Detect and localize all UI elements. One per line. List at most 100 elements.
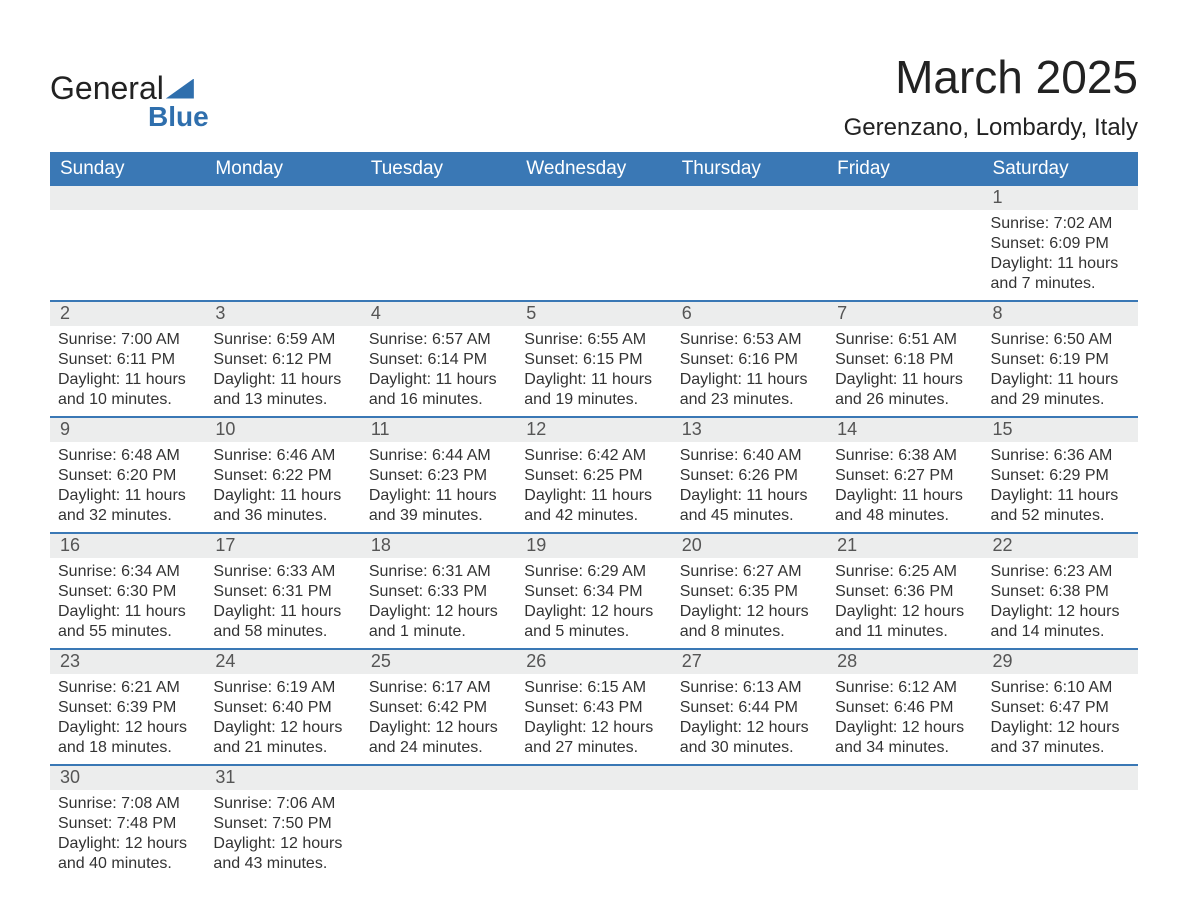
- daylight-line2: and 7 minutes.: [991, 274, 1130, 294]
- day-cell: 26Sunrise: 6:15 AMSunset: 6:43 PMDayligh…: [516, 650, 671, 764]
- daylight-line1: Daylight: 11 hours: [213, 602, 352, 622]
- sunset-text: Sunset: 6:18 PM: [835, 350, 974, 370]
- week-row: 9Sunrise: 6:48 AMSunset: 6:20 PMDaylight…: [50, 416, 1138, 532]
- day-body: Sunrise: 6:48 AMSunset: 6:20 PMDaylight:…: [50, 442, 205, 528]
- day-cell: [672, 766, 827, 880]
- sunset-text: Sunset: 6:47 PM: [991, 698, 1130, 718]
- day-cell: 31Sunrise: 7:06 AMSunset: 7:50 PMDayligh…: [205, 766, 360, 880]
- brand-word2: Blue: [148, 101, 209, 133]
- daylight-line2: and 30 minutes.: [680, 738, 819, 758]
- daylight-line2: and 37 minutes.: [991, 738, 1130, 758]
- sunrise-text: Sunrise: 7:00 AM: [58, 330, 197, 350]
- day-cell: 22Sunrise: 6:23 AMSunset: 6:38 PMDayligh…: [983, 534, 1138, 648]
- day-number-empty: [361, 186, 516, 210]
- day-number: 24: [205, 650, 245, 673]
- day-body: Sunrise: 6:55 AMSunset: 6:15 PMDaylight:…: [516, 326, 671, 412]
- sunset-text: Sunset: 6:30 PM: [58, 582, 197, 602]
- day-number: 19: [516, 534, 556, 557]
- daylight-line2: and 42 minutes.: [524, 506, 663, 526]
- day-body: Sunrise: 6:33 AMSunset: 6:31 PMDaylight:…: [205, 558, 360, 644]
- day-number: 21: [827, 534, 867, 557]
- sunrise-text: Sunrise: 6:13 AM: [680, 678, 819, 698]
- day-cell: 28Sunrise: 6:12 AMSunset: 6:46 PMDayligh…: [827, 650, 982, 764]
- sunrise-text: Sunrise: 6:42 AM: [524, 446, 663, 466]
- sunset-text: Sunset: 6:34 PM: [524, 582, 663, 602]
- page-title: March 2025: [844, 50, 1138, 104]
- daylight-line1: Daylight: 11 hours: [680, 370, 819, 390]
- title-block: March 2025 Gerenzano, Lombardy, Italy: [844, 50, 1138, 142]
- sunset-text: Sunset: 6:33 PM: [369, 582, 508, 602]
- daylight-line1: Daylight: 11 hours: [991, 370, 1130, 390]
- sunrise-text: Sunrise: 6:44 AM: [369, 446, 508, 466]
- daylight-line2: and 21 minutes.: [213, 738, 352, 758]
- daylight-line1: Daylight: 12 hours: [58, 718, 197, 738]
- day-body: Sunrise: 6:13 AMSunset: 6:44 PMDaylight:…: [672, 674, 827, 760]
- day-number: 13: [672, 418, 712, 441]
- day-number: 3: [205, 302, 235, 325]
- daylight-line1: Daylight: 11 hours: [369, 486, 508, 506]
- sunset-text: Sunset: 6:44 PM: [680, 698, 819, 718]
- day-number: 2: [50, 302, 80, 325]
- sunrise-text: Sunrise: 6:34 AM: [58, 562, 197, 582]
- weekday-header: Sunday: [50, 152, 205, 186]
- day-body: Sunrise: 6:21 AMSunset: 6:39 PMDaylight:…: [50, 674, 205, 760]
- daylight-line2: and 52 minutes.: [991, 506, 1130, 526]
- day-cell: 29Sunrise: 6:10 AMSunset: 6:47 PMDayligh…: [983, 650, 1138, 764]
- day-number-row: 17: [205, 534, 360, 558]
- daylight-line1: Daylight: 11 hours: [369, 370, 508, 390]
- day-cell: 24Sunrise: 6:19 AMSunset: 6:40 PMDayligh…: [205, 650, 360, 764]
- day-number-row: 2: [50, 302, 205, 326]
- day-number: 22: [983, 534, 1023, 557]
- day-number: 10: [205, 418, 245, 441]
- weekday-header: Friday: [827, 152, 982, 186]
- day-cell: [516, 186, 671, 300]
- daylight-line2: and 58 minutes.: [213, 622, 352, 642]
- day-body: Sunrise: 6:36 AMSunset: 6:29 PMDaylight:…: [983, 442, 1138, 528]
- daylight-line2: and 55 minutes.: [58, 622, 197, 642]
- sunset-text: Sunset: 6:27 PM: [835, 466, 974, 486]
- sunrise-text: Sunrise: 6:17 AM: [369, 678, 508, 698]
- day-number-row: 21: [827, 534, 982, 558]
- day-body: Sunrise: 6:57 AMSunset: 6:14 PMDaylight:…: [361, 326, 516, 412]
- day-cell: 1Sunrise: 7:02 AMSunset: 6:09 PMDaylight…: [983, 186, 1138, 300]
- day-body: Sunrise: 6:25 AMSunset: 6:36 PMDaylight:…: [827, 558, 982, 644]
- day-number-row: 14: [827, 418, 982, 442]
- day-cell: [516, 766, 671, 880]
- sunset-text: Sunset: 6:29 PM: [991, 466, 1130, 486]
- day-number-row: 20: [672, 534, 827, 558]
- sunset-text: Sunset: 6:15 PM: [524, 350, 663, 370]
- day-number-empty: [516, 186, 671, 210]
- daylight-line1: Daylight: 11 hours: [213, 486, 352, 506]
- weekday-header: Thursday: [672, 152, 827, 186]
- daylight-line2: and 43 minutes.: [213, 854, 352, 874]
- weekday-header: Monday: [205, 152, 360, 186]
- day-number-row: 8: [983, 302, 1138, 326]
- daylight-line1: Daylight: 11 hours: [58, 486, 197, 506]
- weekday-header: Wednesday: [516, 152, 671, 186]
- daylight-line1: Daylight: 12 hours: [524, 602, 663, 622]
- day-number-row: 12: [516, 418, 671, 442]
- day-body: Sunrise: 6:50 AMSunset: 6:19 PMDaylight:…: [983, 326, 1138, 412]
- day-cell: 18Sunrise: 6:31 AMSunset: 6:33 PMDayligh…: [361, 534, 516, 648]
- day-body: Sunrise: 6:10 AMSunset: 6:47 PMDaylight:…: [983, 674, 1138, 760]
- day-number-row: 27: [672, 650, 827, 674]
- sunrise-text: Sunrise: 6:21 AM: [58, 678, 197, 698]
- sunrise-text: Sunrise: 6:27 AM: [680, 562, 819, 582]
- daylight-line1: Daylight: 11 hours: [835, 486, 974, 506]
- day-number: 16: [50, 534, 90, 557]
- day-body: Sunrise: 6:59 AMSunset: 6:12 PMDaylight:…: [205, 326, 360, 412]
- day-body: Sunrise: 7:08 AMSunset: 7:48 PMDaylight:…: [50, 790, 205, 876]
- sunrise-text: Sunrise: 6:48 AM: [58, 446, 197, 466]
- sunrise-text: Sunrise: 6:59 AM: [213, 330, 352, 350]
- daylight-line2: and 48 minutes.: [835, 506, 974, 526]
- day-number-row: 7: [827, 302, 982, 326]
- daylight-line1: Daylight: 12 hours: [680, 718, 819, 738]
- day-number-row: 5: [516, 302, 671, 326]
- day-body: Sunrise: 6:42 AMSunset: 6:25 PMDaylight:…: [516, 442, 671, 528]
- day-body: Sunrise: 6:19 AMSunset: 6:40 PMDaylight:…: [205, 674, 360, 760]
- week-row: 23Sunrise: 6:21 AMSunset: 6:39 PMDayligh…: [50, 648, 1138, 764]
- daylight-line2: and 45 minutes.: [680, 506, 819, 526]
- daylight-line2: and 10 minutes.: [58, 390, 197, 410]
- day-number-row: 16: [50, 534, 205, 558]
- day-number-row: 6: [672, 302, 827, 326]
